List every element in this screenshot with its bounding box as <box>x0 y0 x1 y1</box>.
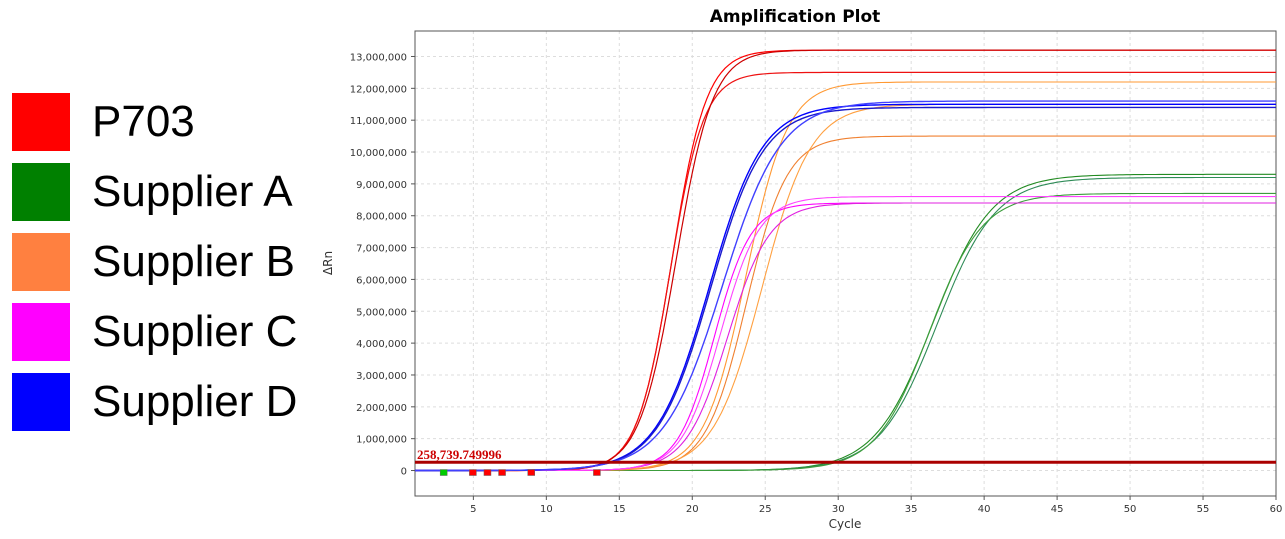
legend-swatch-supplier-d <box>12 373 70 431</box>
legend-item-supplier-a: Supplier A <box>12 163 293 221</box>
legend-swatch-supplier-b <box>12 233 70 291</box>
series-line-supplier-a[interactable] <box>415 176 1276 472</box>
legend-item-p703: P703 <box>12 93 195 151</box>
y-tick-label: 13,000,000 <box>350 52 407 63</box>
x-tick-label: 20 <box>686 504 699 515</box>
series-line-supplier-d[interactable] <box>415 100 1276 472</box>
legend-label-supplier-a: Supplier A <box>92 167 293 216</box>
series-line-supplier-b[interactable] <box>415 81 1276 472</box>
x-tick-label: 60 <box>1270 504 1283 515</box>
x-tick-label: 50 <box>1124 504 1137 515</box>
series-line-supplier-b[interactable] <box>415 135 1276 472</box>
x-tick-label: 45 <box>1051 504 1064 515</box>
legend-label-p703: P703 <box>92 97 195 146</box>
baseline-marker[interactable] <box>439 469 448 476</box>
legend-item-supplier-d: Supplier D <box>12 373 297 431</box>
x-tick-label: 5 <box>470 504 476 515</box>
series-line-supplier-c[interactable] <box>415 202 1276 472</box>
baseline-marker[interactable] <box>498 469 506 476</box>
x-tick-label: 25 <box>759 504 772 515</box>
legend-item-supplier-b: Supplier B <box>12 233 295 291</box>
y-tick-label: 7,000,000 <box>356 244 407 255</box>
legend-swatch-p703 <box>12 93 70 151</box>
y-tick-label: 12,000,000 <box>350 84 407 95</box>
y-axis-label: ΔRn <box>321 251 335 275</box>
x-axis-label: Cycle <box>829 517 862 531</box>
plot-frame <box>414 30 1277 497</box>
y-tick-label: 4,000,000 <box>356 339 407 350</box>
legend-swatch-supplier-a <box>12 163 70 221</box>
series-line-supplier-c[interactable] <box>415 202 1276 472</box>
series-line-supplier-a[interactable] <box>415 173 1276 472</box>
x-tick-label: 35 <box>905 504 918 515</box>
y-tick-label: 8,000,000 <box>356 212 407 223</box>
legend-swatch-supplier-c <box>12 303 70 361</box>
x-tick-label: 10 <box>540 504 553 515</box>
series-lines <box>415 49 1276 472</box>
series-line-supplier-a[interactable] <box>415 192 1276 472</box>
x-tick-label: 55 <box>1197 504 1210 515</box>
baseline-marker[interactable] <box>593 469 601 476</box>
series-line-supplier-d[interactable] <box>415 103 1276 472</box>
series-line-supplier-c[interactable] <box>415 196 1276 472</box>
legend-label-supplier-d: Supplier D <box>92 377 298 426</box>
baseline-marker[interactable] <box>483 469 492 476</box>
y-tick-label: 5,000,000 <box>356 307 407 318</box>
baseline-markers <box>439 469 601 476</box>
series-line-p703[interactable] <box>415 49 1276 472</box>
y-tick-label: 0 <box>401 467 407 478</box>
baseline-marker[interactable] <box>527 469 535 476</box>
y-tick-label: 1,000,000 <box>356 435 407 446</box>
x-axis-ticks: 5 10 15 20 25 30 35 40 45 50 55 60 <box>470 496 1282 515</box>
legend-label-supplier-c: Supplier C <box>92 307 298 356</box>
x-tick-label: 15 <box>613 504 626 515</box>
legend-item-supplier-c: Supplier C <box>12 303 297 361</box>
y-tick-label: 6,000,000 <box>356 275 407 286</box>
series-line-supplier-d[interactable] <box>415 106 1276 472</box>
y-tick-label: 9,000,000 <box>356 180 407 191</box>
x-tick-label: 40 <box>978 504 991 515</box>
baseline-marker[interactable] <box>469 469 477 476</box>
series-line-p703[interactable] <box>415 49 1276 472</box>
legend: P703 Supplier A Supplier B Supplier C Su… <box>0 0 330 539</box>
y-axis-ticks: 0 1,000,000 2,000,000 3,000,000 4,000,000 5,0… <box>350 52 415 478</box>
y-tick-label: 11,000,000 <box>350 116 407 127</box>
y-tick-label: 2,000,000 <box>356 403 407 414</box>
chart-title: Amplification Plot <box>710 7 881 27</box>
legend-label-supplier-b: Supplier B <box>92 237 296 286</box>
series-line-supplier-b[interactable] <box>415 103 1276 472</box>
threshold-label: 258,739.749996 <box>417 447 502 462</box>
y-tick-label: 3,000,000 <box>356 371 407 382</box>
y-tick-label: 10,000,000 <box>350 148 407 159</box>
x-tick-label: 30 <box>832 504 845 515</box>
series-line-p703[interactable] <box>415 71 1276 472</box>
